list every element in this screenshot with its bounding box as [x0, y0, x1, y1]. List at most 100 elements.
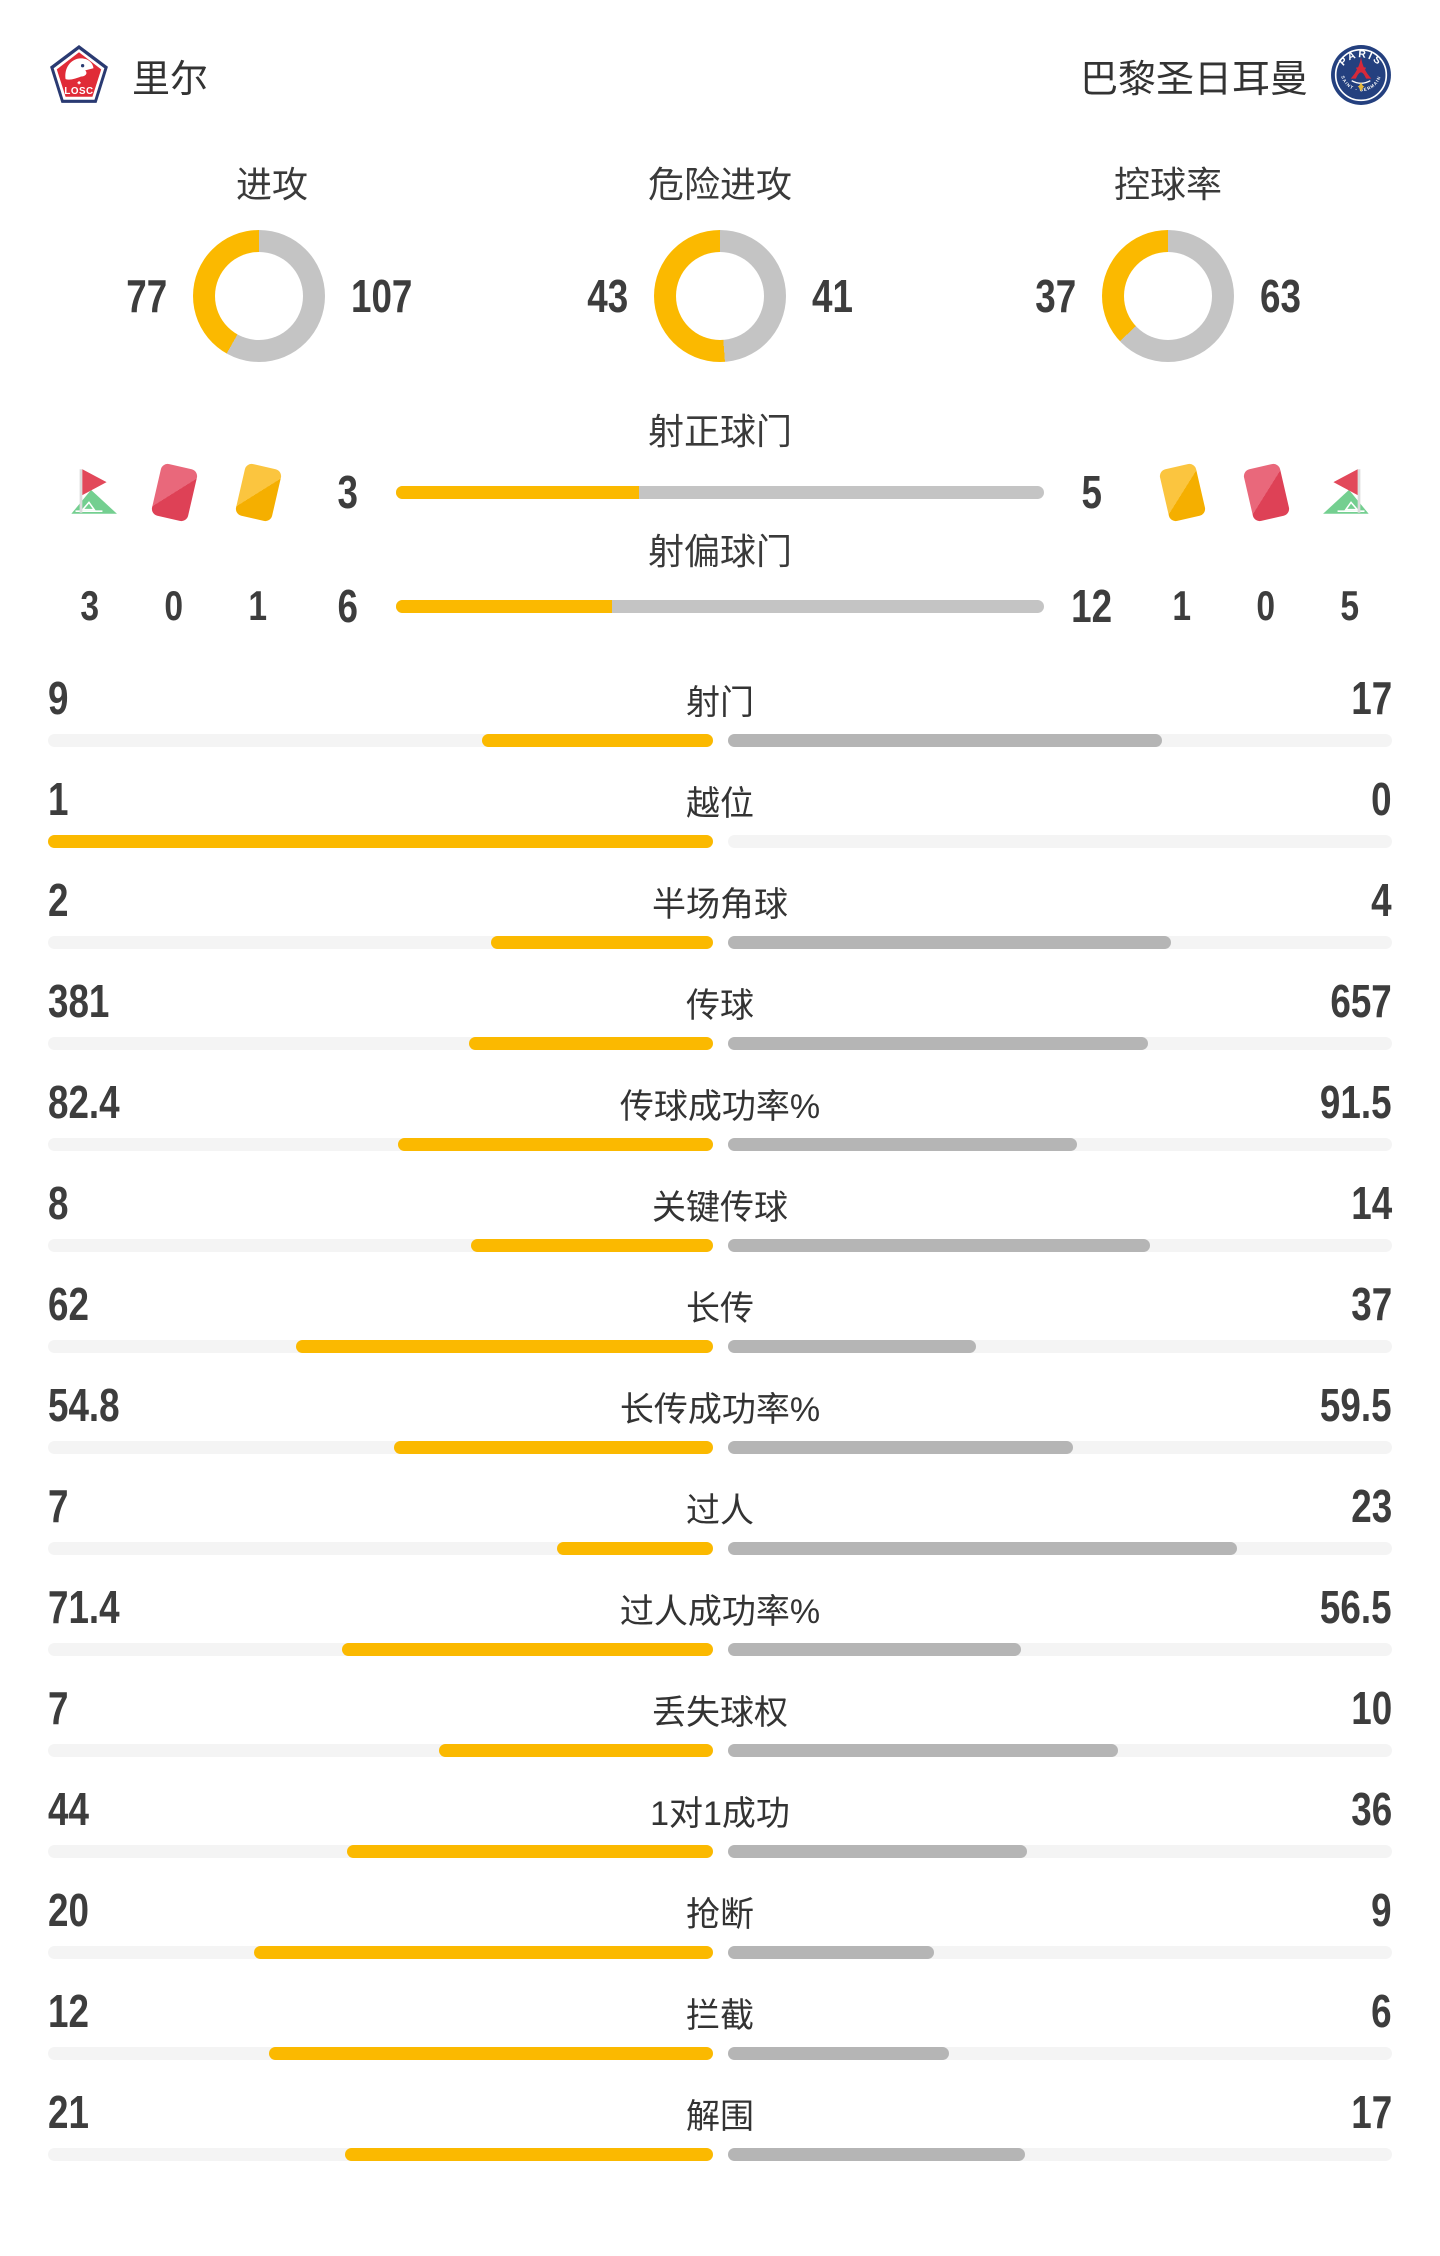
- away-team[interactable]: 巴黎圣日耳曼 PARIS SAINT - GERMAIN: [1080, 44, 1392, 106]
- stat-label: 过人: [686, 1492, 754, 1530]
- stat-row: 381 传球 657: [48, 975, 1392, 1076]
- home-yellow-cards-count: 1: [248, 582, 268, 629]
- donut-attack: 进攻 77 107: [48, 164, 496, 362]
- away-value: 17: [1351, 672, 1392, 724]
- home-team[interactable]: LOSC 里尔: [48, 44, 208, 106]
- away-value: 5: [1081, 466, 1103, 518]
- shots-off-target-bar: [396, 599, 1044, 613]
- stat-bar: [48, 1946, 1392, 1959]
- away-corner-flag-cell: [1308, 463, 1392, 521]
- home-bar-track: [48, 1037, 713, 1050]
- home-bar-track: [48, 734, 713, 747]
- stat-row: 9 射门 17: [48, 672, 1392, 773]
- away-value: 37: [1351, 1278, 1392, 1330]
- home-value: 2: [48, 874, 69, 926]
- home-corners-count: 3: [80, 582, 100, 629]
- stat-row: 1 越位 0: [48, 773, 1392, 874]
- home-value: 71.4: [48, 1581, 120, 1633]
- red-card-icon: [150, 462, 198, 522]
- away-corners-count: 5: [1340, 582, 1360, 629]
- yellow-card-icon: [234, 462, 282, 522]
- stat-bar: [48, 1239, 1392, 1252]
- stat-row: 2 半场角球 4: [48, 874, 1392, 975]
- donut-possession: 控球率 37 63: [944, 164, 1392, 362]
- stat-row: 44 1对1成功 36: [48, 1783, 1392, 1884]
- stat-label: 丢失球权: [652, 1694, 788, 1732]
- stat-label: 抢断: [686, 1896, 754, 1934]
- home-bar-track: [48, 1643, 713, 1656]
- home-value: 62: [48, 1278, 89, 1330]
- home-bar-track: [48, 2047, 713, 2060]
- home-value: 12: [48, 1985, 89, 2037]
- away-bar-track: [727, 1441, 1392, 1454]
- stat-row: 7 丢失球权 10: [48, 1682, 1392, 1783]
- home-value: 6: [337, 580, 359, 632]
- stat-label: 传球: [686, 987, 754, 1025]
- corner-flag-icon: [71, 469, 117, 514]
- stat-label: 半场角球: [652, 886, 788, 924]
- home-value: 82.4: [48, 1076, 120, 1128]
- home-value: 7: [48, 1682, 69, 1734]
- stat-bar: [48, 835, 1392, 848]
- away-value: 657: [1330, 975, 1392, 1027]
- home-bar-track: [48, 1441, 713, 1454]
- home-yellow-card-cell: [216, 462, 300, 522]
- away-value: 14: [1351, 1177, 1392, 1229]
- away-bar-track: [727, 936, 1392, 949]
- stat-row: 20 抢断 9: [48, 1884, 1392, 1985]
- home-bar-track: [48, 936, 713, 949]
- stat-row: 21 解围 17: [48, 2086, 1392, 2187]
- home-value: 54.8: [48, 1379, 120, 1431]
- away-value: 10: [1351, 1682, 1392, 1734]
- away-value: 56.5: [1320, 1581, 1392, 1633]
- donut-chart: [1102, 230, 1234, 362]
- home-value: 1: [48, 773, 69, 825]
- stats-list: 9 射门 17 1 越位 0 2 半场角球: [48, 672, 1392, 2187]
- away-bar-track: [727, 1239, 1392, 1252]
- home-value: 381: [48, 975, 110, 1027]
- home-bar-track: [48, 1946, 713, 1959]
- away-bar-track: [727, 1744, 1392, 1757]
- shots-section: 射正球门 3 5: [48, 410, 1392, 636]
- stat-label: 1对1成功: [650, 1795, 790, 1833]
- stat-row: 54.8 长传成功率% 59.5: [48, 1379, 1392, 1480]
- stat-bar: [48, 1643, 1392, 1656]
- home-bar-track: [48, 835, 713, 848]
- stat-bar: [48, 1340, 1392, 1353]
- stat-bar: [48, 936, 1392, 949]
- match-header: LOSC 里尔 巴黎圣日耳曼 PARIS SAINT - GERMAIN: [48, 42, 1392, 108]
- away-yellow-card-cell: [1140, 462, 1224, 522]
- away-bar-track: [727, 835, 1392, 848]
- home-value: 9: [48, 672, 69, 724]
- home-bar-track: [48, 1239, 713, 1252]
- stat-row: 82.4 传球成功率% 91.5: [48, 1076, 1392, 1177]
- stat-bar: [48, 1845, 1392, 1858]
- home-value: 8: [48, 1177, 69, 1229]
- shots-off-target-label: 射偏球门: [647, 531, 792, 572]
- stat-label: 过人成功率%: [619, 1593, 821, 1631]
- home-red-card-cell: [132, 462, 216, 522]
- yellow-card-icon: [1158, 462, 1206, 522]
- svg-text:LOSC: LOSC: [64, 86, 93, 97]
- corner-flag-icon: [1323, 469, 1369, 514]
- stat-label: 长传: [686, 1290, 754, 1328]
- home-value: 20: [48, 1884, 89, 1936]
- away-bar-track: [727, 1340, 1392, 1353]
- away-bar-track: [727, 2047, 1392, 2060]
- away-value: 91.5: [1320, 1076, 1392, 1128]
- stat-row: 12 拦截 6: [48, 1985, 1392, 2086]
- donut-chart: [654, 230, 786, 362]
- away-value: 41: [812, 270, 853, 322]
- donut-title: 控球率: [1113, 164, 1222, 205]
- stat-row: 8 关键传球 14: [48, 1177, 1392, 1278]
- stat-bar: [48, 1037, 1392, 1050]
- away-bar-track: [727, 1946, 1392, 1959]
- away-value: 23: [1351, 1480, 1392, 1532]
- stat-label: 传球成功率%: [619, 1088, 821, 1126]
- stat-bar: [48, 1441, 1392, 1454]
- stat-label: 长传成功率%: [619, 1391, 821, 1429]
- home-red-cards-count: 0: [164, 582, 184, 629]
- away-bar-track: [727, 2148, 1392, 2161]
- home-value: 44: [48, 1783, 89, 1835]
- home-team-name: 里尔: [132, 58, 209, 101]
